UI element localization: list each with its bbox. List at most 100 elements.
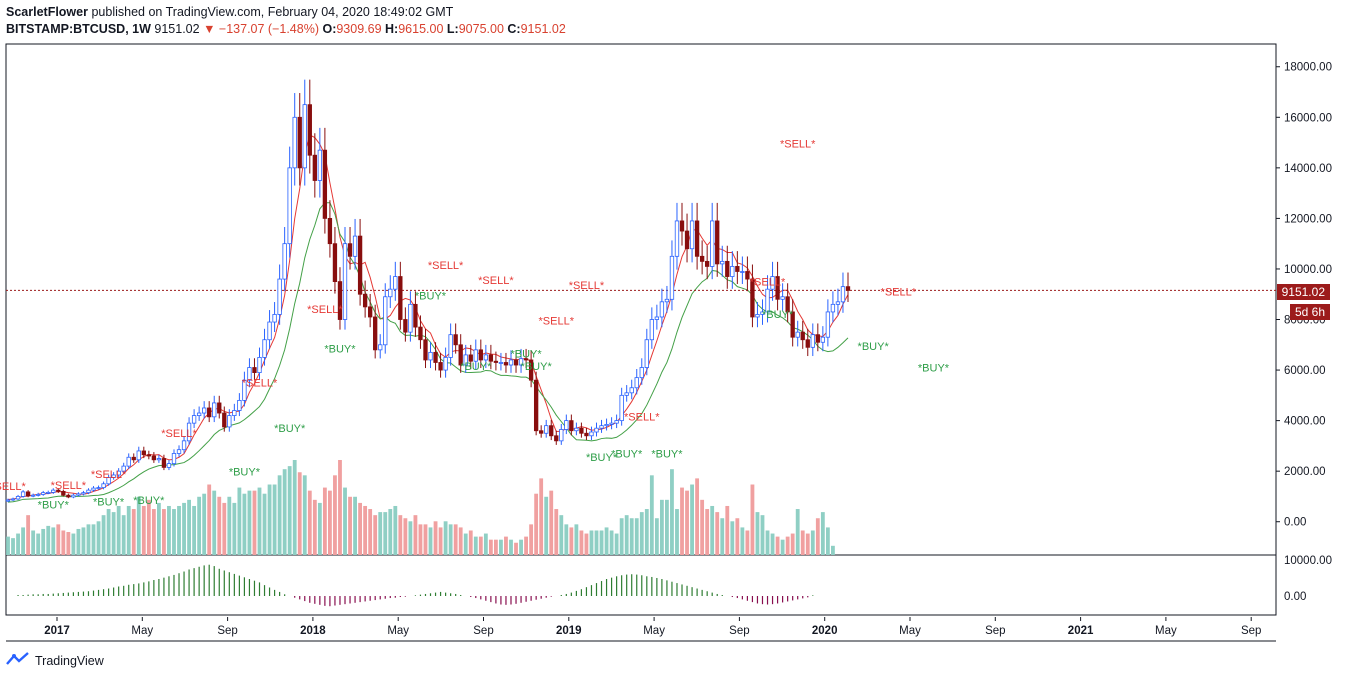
candle-body xyxy=(569,420,574,432)
candle-body xyxy=(715,220,720,265)
last-price-tag: 9151.02 xyxy=(1276,284,1330,300)
volume-bar xyxy=(116,505,121,555)
high-value: 9615.00 xyxy=(398,22,444,36)
sell-signal-label: *SELL* xyxy=(780,139,816,151)
candle-body xyxy=(176,449,182,454)
candle-body xyxy=(564,420,569,430)
oscillator-tick-label: 0.00 xyxy=(1284,591,1306,603)
candle-body xyxy=(488,354,494,362)
candle-body xyxy=(735,266,740,272)
buy-signal-label: *BUY* xyxy=(858,341,890,353)
volume-bar xyxy=(197,496,202,555)
buy-signal-label: *BUY* xyxy=(274,423,306,435)
candle-body xyxy=(468,354,473,362)
volume-bar xyxy=(192,505,197,555)
author-name[interactable]: ScarletFlower xyxy=(6,5,88,19)
candle-body xyxy=(654,316,660,320)
candle-body xyxy=(554,435,559,442)
volume-bar xyxy=(780,539,785,555)
candle-body xyxy=(533,379,539,432)
time-axis[interactable]: 2017 May Sep 2018 May Sep 2019 May Sep 2020 May Sep… xyxy=(44,617,1261,637)
volume-bar xyxy=(338,460,342,555)
price-tick-label: 10000.00 xyxy=(1284,264,1332,276)
candle-body xyxy=(262,339,267,358)
price-axis[interactable]: 18000.00 16000.00 14000.00 12000.00 10000.00… xyxy=(1276,62,1332,603)
symbol-label: BITSTAMP:BTCUSD, 1W xyxy=(6,22,151,36)
candle-body xyxy=(56,489,61,492)
candle-body xyxy=(86,489,91,494)
candle-body xyxy=(126,456,131,467)
candle-body xyxy=(156,458,162,461)
volume-bar xyxy=(428,527,433,555)
candle-body xyxy=(508,359,514,366)
candle-body xyxy=(604,424,609,427)
buy-signal-label: *BUY* xyxy=(918,362,950,374)
brand-name: TradingView xyxy=(35,653,104,668)
green-ma-line xyxy=(7,202,849,503)
volume-bar xyxy=(468,530,473,555)
footer-brand[interactable]: TradingView xyxy=(6,652,104,669)
candle-body xyxy=(669,255,675,300)
countdown-tag: 5d 6h xyxy=(1289,304,1330,320)
volume-bar xyxy=(61,530,66,555)
sell-signal-label: *SELL* xyxy=(624,412,660,424)
volume-bar xyxy=(167,505,171,555)
candle-body xyxy=(559,429,564,442)
volume-bar xyxy=(619,518,624,555)
volume-bar xyxy=(328,490,332,555)
volume-bar xyxy=(66,532,71,555)
price-tick-label: 2000.00 xyxy=(1284,466,1326,478)
oscillator-tick-label: 10000.00 xyxy=(1284,555,1332,567)
volume-bar xyxy=(680,487,684,555)
time-tick-label: 2018 xyxy=(300,625,326,637)
candle-body xyxy=(710,220,715,267)
candle-body xyxy=(186,422,192,442)
candle-body xyxy=(5,499,11,502)
candle-body xyxy=(433,351,438,363)
close-value: 9151.02 xyxy=(520,22,566,36)
candle-body xyxy=(453,334,458,346)
volume-bar xyxy=(433,521,438,555)
candle-body xyxy=(513,359,519,366)
candle-body xyxy=(30,494,36,497)
volume-bar xyxy=(86,524,91,555)
volume-bar xyxy=(519,539,523,555)
time-tick-label: Sep xyxy=(729,625,749,637)
volume-bar xyxy=(790,533,795,555)
volume-bar xyxy=(131,509,136,555)
candle-body xyxy=(790,311,795,338)
candle-body xyxy=(438,362,443,371)
volume-bar xyxy=(720,518,725,555)
volume-bar xyxy=(745,530,750,555)
volume-bar xyxy=(217,496,222,555)
candle-body xyxy=(539,430,544,434)
candle-body xyxy=(574,427,579,432)
candle-body xyxy=(408,303,413,333)
price-change: ▼ −137.07 (−1.48%) xyxy=(203,22,319,36)
candle-body xyxy=(720,260,725,265)
buy-signal-label: *BUY* xyxy=(586,452,618,464)
volume-bar xyxy=(614,533,619,555)
volume-bar xyxy=(242,493,247,555)
volume-bar xyxy=(317,502,322,555)
candle-body xyxy=(247,367,252,381)
volume-bar xyxy=(247,490,252,555)
volume-bar xyxy=(725,505,730,555)
candle-body xyxy=(458,344,463,366)
volume-bar xyxy=(277,475,282,555)
tradingview-logo-icon xyxy=(6,652,30,669)
volume-bar xyxy=(705,509,710,555)
volume-bar xyxy=(237,487,242,555)
candle-body xyxy=(116,470,121,476)
candle-body xyxy=(443,357,448,371)
oscillator-histogram xyxy=(17,564,814,607)
volume-bar xyxy=(343,487,347,555)
volume-bar xyxy=(101,515,106,555)
candle-body xyxy=(81,492,86,495)
buy-signal-label: *BUY* xyxy=(93,497,125,509)
candle-body xyxy=(775,276,780,300)
volume-bar xyxy=(685,490,689,555)
ohlc-legend: BITSTAMP:BTCUSD, 1W 9151.02 ▼ −137.07 (−… xyxy=(6,22,566,36)
time-tick-label: Sep xyxy=(217,625,237,637)
